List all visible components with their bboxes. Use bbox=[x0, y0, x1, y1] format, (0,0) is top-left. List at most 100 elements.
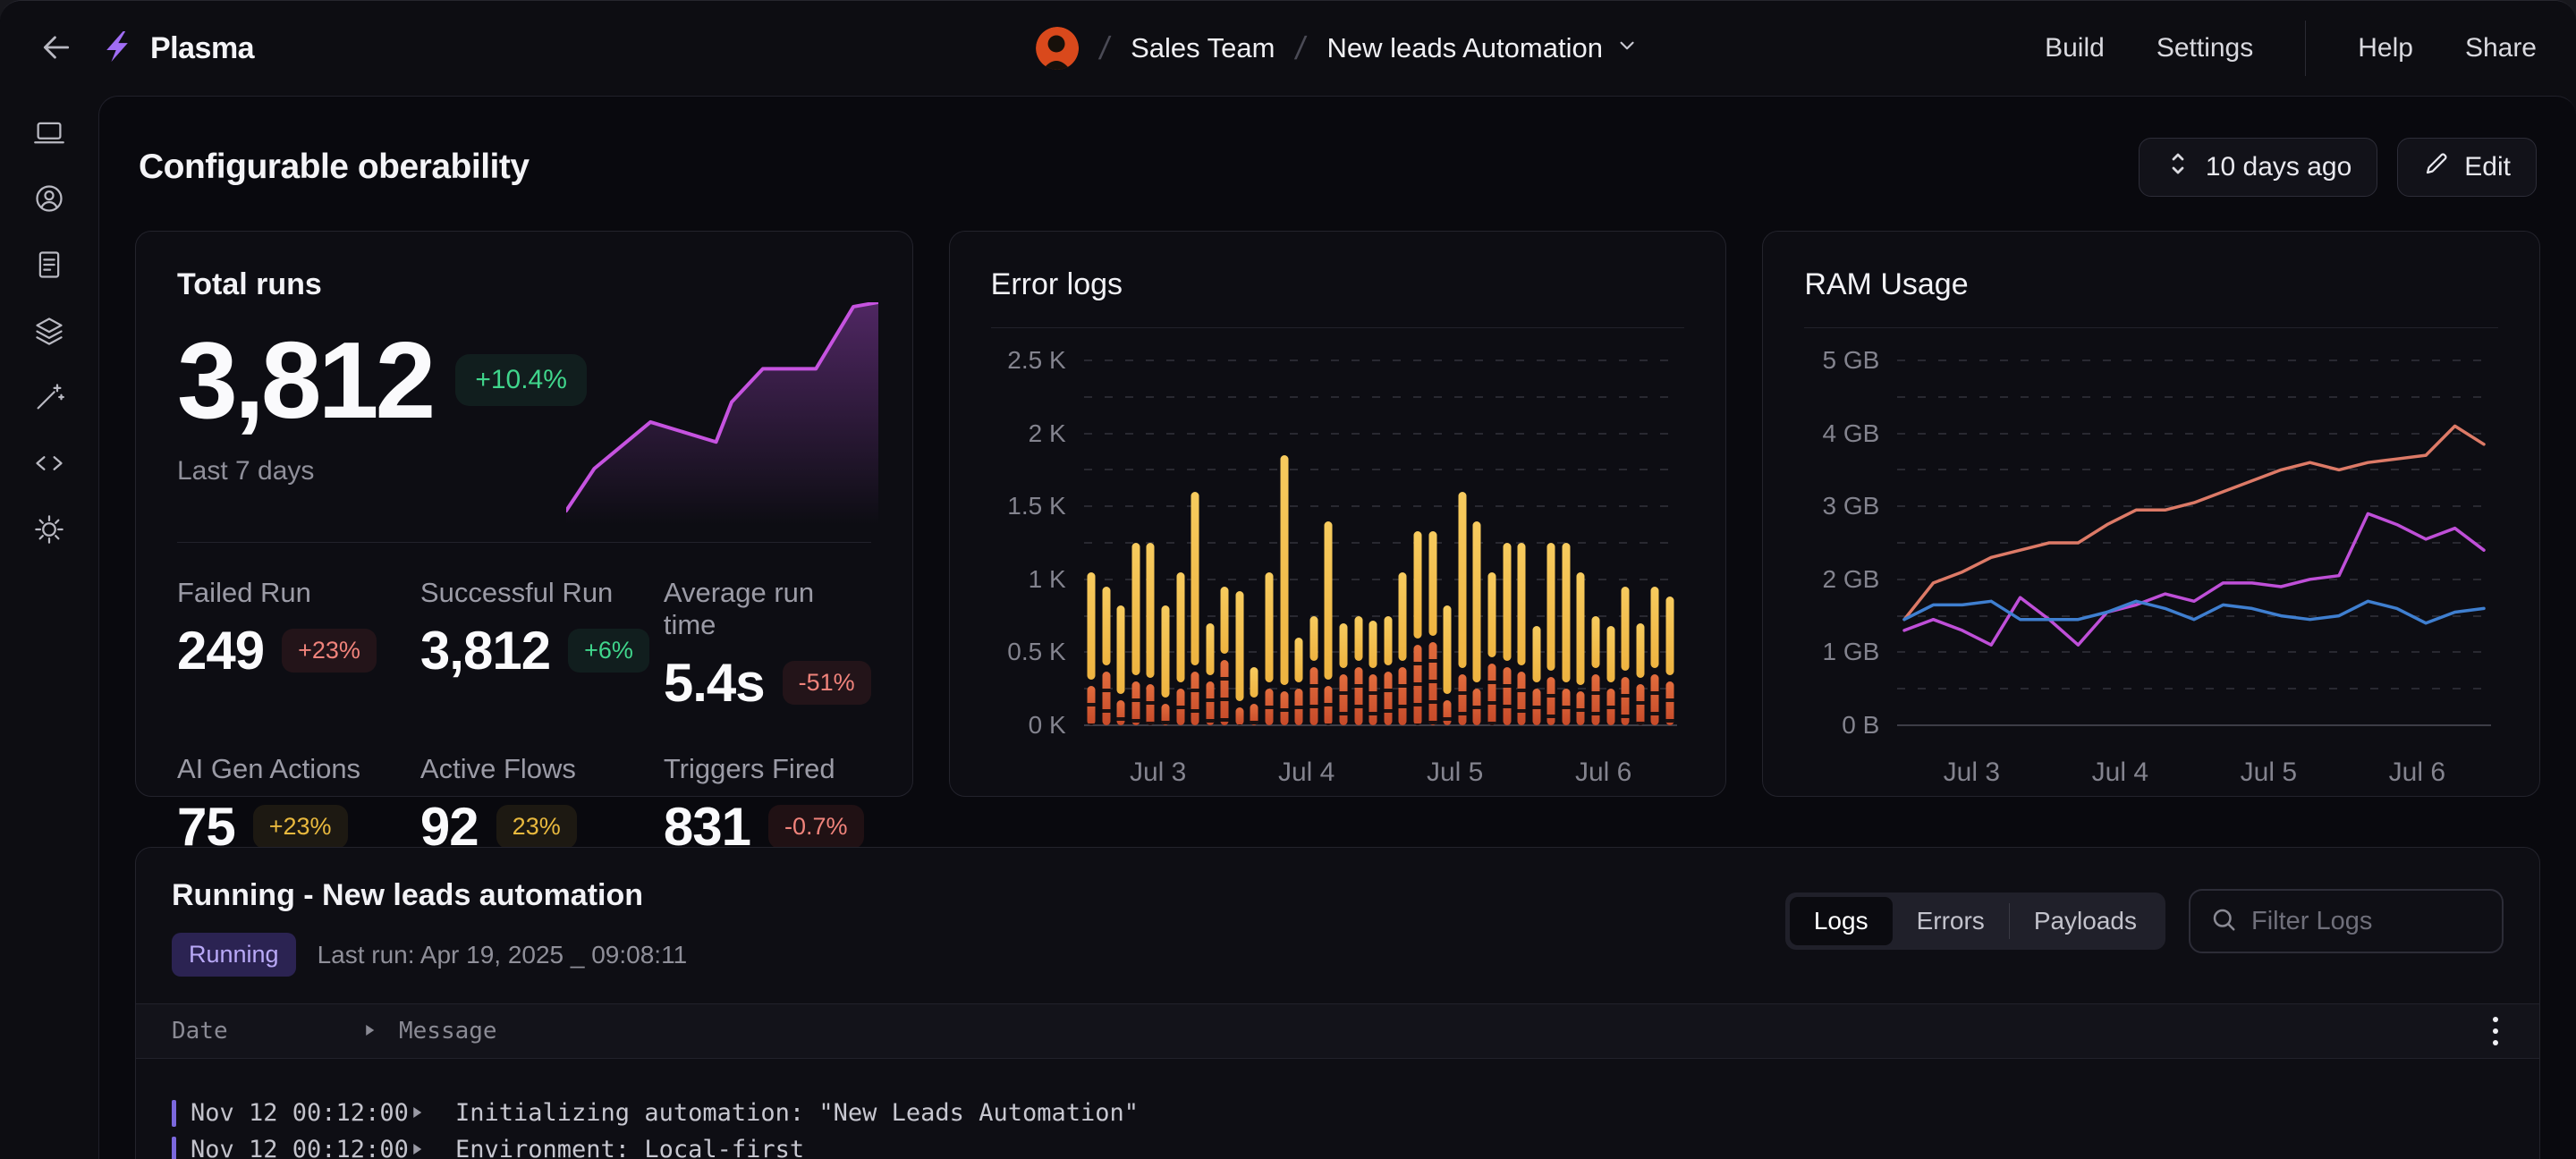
error-log-bar bbox=[1161, 360, 1169, 725]
column-date: Date bbox=[172, 1018, 361, 1045]
back-button[interactable] bbox=[39, 30, 73, 67]
log-tabs: LogsErrorsPayloads bbox=[1785, 893, 2165, 950]
gear-icon bbox=[33, 513, 65, 548]
sidebar-item-wand[interactable] bbox=[22, 371, 76, 425]
error-log-bar bbox=[1487, 360, 1496, 725]
gridline bbox=[1084, 579, 1678, 580]
gridline bbox=[1084, 396, 1678, 398]
nav-share[interactable]: Share bbox=[2465, 33, 2537, 63]
page-title: Configurable oberability bbox=[139, 148, 530, 187]
sidebar-item-laptop[interactable] bbox=[22, 106, 76, 160]
sidebar-item-layers[interactable] bbox=[22, 305, 76, 359]
nav-settings[interactable]: Settings bbox=[2157, 33, 2253, 63]
time-range-button[interactable]: 10 days ago bbox=[2139, 138, 2377, 197]
y-axis-tick: 2.5 K bbox=[991, 346, 1066, 375]
breadcrumb-team[interactable]: Sales Team bbox=[1131, 32, 1275, 64]
error-logs-card: Error logs 0 K0.5 K1 K1.5 K2 K2.5 KJul 3… bbox=[949, 231, 1727, 797]
ram-usage-title: RAM Usage bbox=[1804, 267, 2498, 302]
error-log-bar bbox=[1444, 360, 1452, 725]
tab-logs[interactable]: Logs bbox=[1790, 897, 1893, 945]
error-log-bar bbox=[1117, 360, 1125, 725]
stat-label: Triggers Fired bbox=[664, 753, 871, 785]
ram-usage-card: RAM Usage 0 B1 GB2 GB3 GB4 GB5 GBJul 3Ju… bbox=[1762, 231, 2540, 797]
laptop-icon bbox=[33, 116, 65, 151]
log-date: Nov 12 00:12:00 bbox=[191, 1136, 409, 1159]
lightning-bolt-icon bbox=[98, 28, 136, 70]
header-divider bbox=[2305, 21, 2306, 76]
ram-line-magenta bbox=[1904, 513, 2484, 645]
search-icon bbox=[2210, 906, 2237, 937]
error-log-bar bbox=[1235, 360, 1243, 725]
log-table-header: Date Message bbox=[136, 1003, 2539, 1059]
nav-help[interactable]: Help bbox=[2358, 33, 2413, 63]
error-log-bar bbox=[1577, 360, 1585, 725]
app-logo[interactable]: Plasma bbox=[98, 28, 254, 70]
gridline bbox=[1084, 505, 1678, 507]
error-log-bar bbox=[1547, 360, 1555, 725]
stat-triggers-fired: Triggers Fired831-0.7% bbox=[664, 753, 871, 858]
stat-ai-gen-actions: AI Gen Actions75+23% bbox=[177, 753, 420, 858]
log-message: Initializing automation: "New Leads Auto… bbox=[455, 1099, 1139, 1127]
error-log-bar bbox=[1280, 360, 1288, 725]
error-log-bar bbox=[1354, 360, 1362, 725]
total-runs-card: Total runs 3,812 +10.4% Last 7 days Fail… bbox=[135, 231, 913, 797]
code-icon bbox=[33, 447, 65, 482]
error-log-bar bbox=[1206, 360, 1214, 725]
error-log-bar bbox=[1428, 360, 1436, 725]
error-log-bar bbox=[1147, 360, 1155, 725]
stat-delta-badge: -51% bbox=[783, 661, 871, 705]
stat-average-run-time: Average run time5.4s-51% bbox=[664, 577, 871, 714]
layers-icon bbox=[33, 315, 65, 350]
error-log-bar bbox=[1102, 360, 1110, 725]
y-axis-tick: 3 GB bbox=[1804, 492, 1879, 520]
app-window: Plasma / Sales Team / New leads Automati… bbox=[0, 0, 2576, 1159]
breadcrumb-page[interactable]: New leads Automation bbox=[1326, 32, 1638, 64]
breadcrumb-separator: / bbox=[1293, 30, 1309, 67]
x-axis-tick: Jul 3 bbox=[1944, 757, 2000, 788]
log-row[interactable]: Nov 12 00:12:00 Initializing automation: … bbox=[172, 1095, 2504, 1131]
error-log-bar bbox=[1176, 360, 1184, 725]
pencil-icon bbox=[2423, 150, 2450, 184]
log-row[interactable]: Nov 12 00:12:00 Environment: Local-first bbox=[172, 1131, 2504, 1159]
nav-build[interactable]: Build bbox=[2045, 33, 2105, 63]
error-log-bar bbox=[1295, 360, 1303, 725]
avatar[interactable] bbox=[1036, 27, 1079, 70]
stat-label: AI Gen Actions bbox=[177, 753, 420, 785]
kebab-menu-button[interactable] bbox=[2487, 1011, 2504, 1051]
stat-active-flows: Active Flows9223% bbox=[420, 753, 664, 858]
x-axis-tick: Jul 3 bbox=[1130, 757, 1186, 788]
app-name: Plasma bbox=[150, 31, 254, 66]
document-icon bbox=[33, 249, 65, 283]
stat-delta-badge: +6% bbox=[568, 629, 649, 673]
stat-label: Successful Run bbox=[420, 577, 664, 609]
error-log-bar bbox=[1340, 360, 1348, 725]
error-log-bar bbox=[1651, 360, 1659, 725]
play-icon bbox=[409, 1136, 425, 1159]
tab-errors[interactable]: Errors bbox=[1893, 897, 2009, 945]
filter-logs-field[interactable] bbox=[2189, 889, 2504, 953]
tab-payloads[interactable]: Payloads bbox=[2010, 897, 2161, 945]
log-date: Nov 12 00:12:00 bbox=[191, 1099, 409, 1127]
y-axis-tick: 1.5 K bbox=[991, 492, 1066, 520]
back-arrow-icon bbox=[39, 30, 73, 67]
sidebar-item-code[interactable] bbox=[22, 437, 76, 491]
chevron-down-icon bbox=[1615, 32, 1639, 64]
sidebar-item-user[interactable] bbox=[22, 173, 76, 226]
edit-button[interactable]: Edit bbox=[2397, 138, 2537, 197]
total-runs-value: 3,812 bbox=[177, 326, 432, 435]
error-log-bar bbox=[1503, 360, 1511, 725]
gridline bbox=[1084, 724, 1678, 726]
error-log-bar bbox=[1131, 360, 1140, 725]
filter-logs-input[interactable] bbox=[2251, 907, 2540, 936]
gridline bbox=[1084, 360, 1678, 361]
y-axis-tick: 0.5 K bbox=[991, 638, 1066, 666]
play-icon bbox=[409, 1099, 425, 1127]
divider bbox=[1804, 327, 2498, 328]
sidebar-item-document[interactable] bbox=[22, 239, 76, 292]
sidebar-item-gear[interactable] bbox=[22, 503, 76, 557]
y-axis-tick: 0 B bbox=[1804, 711, 1879, 740]
gridline bbox=[1084, 542, 1678, 544]
play-icon bbox=[361, 1018, 377, 1045]
log-message: Environment: Local-first bbox=[455, 1136, 804, 1159]
x-axis-tick: Jul 5 bbox=[1427, 757, 1483, 788]
